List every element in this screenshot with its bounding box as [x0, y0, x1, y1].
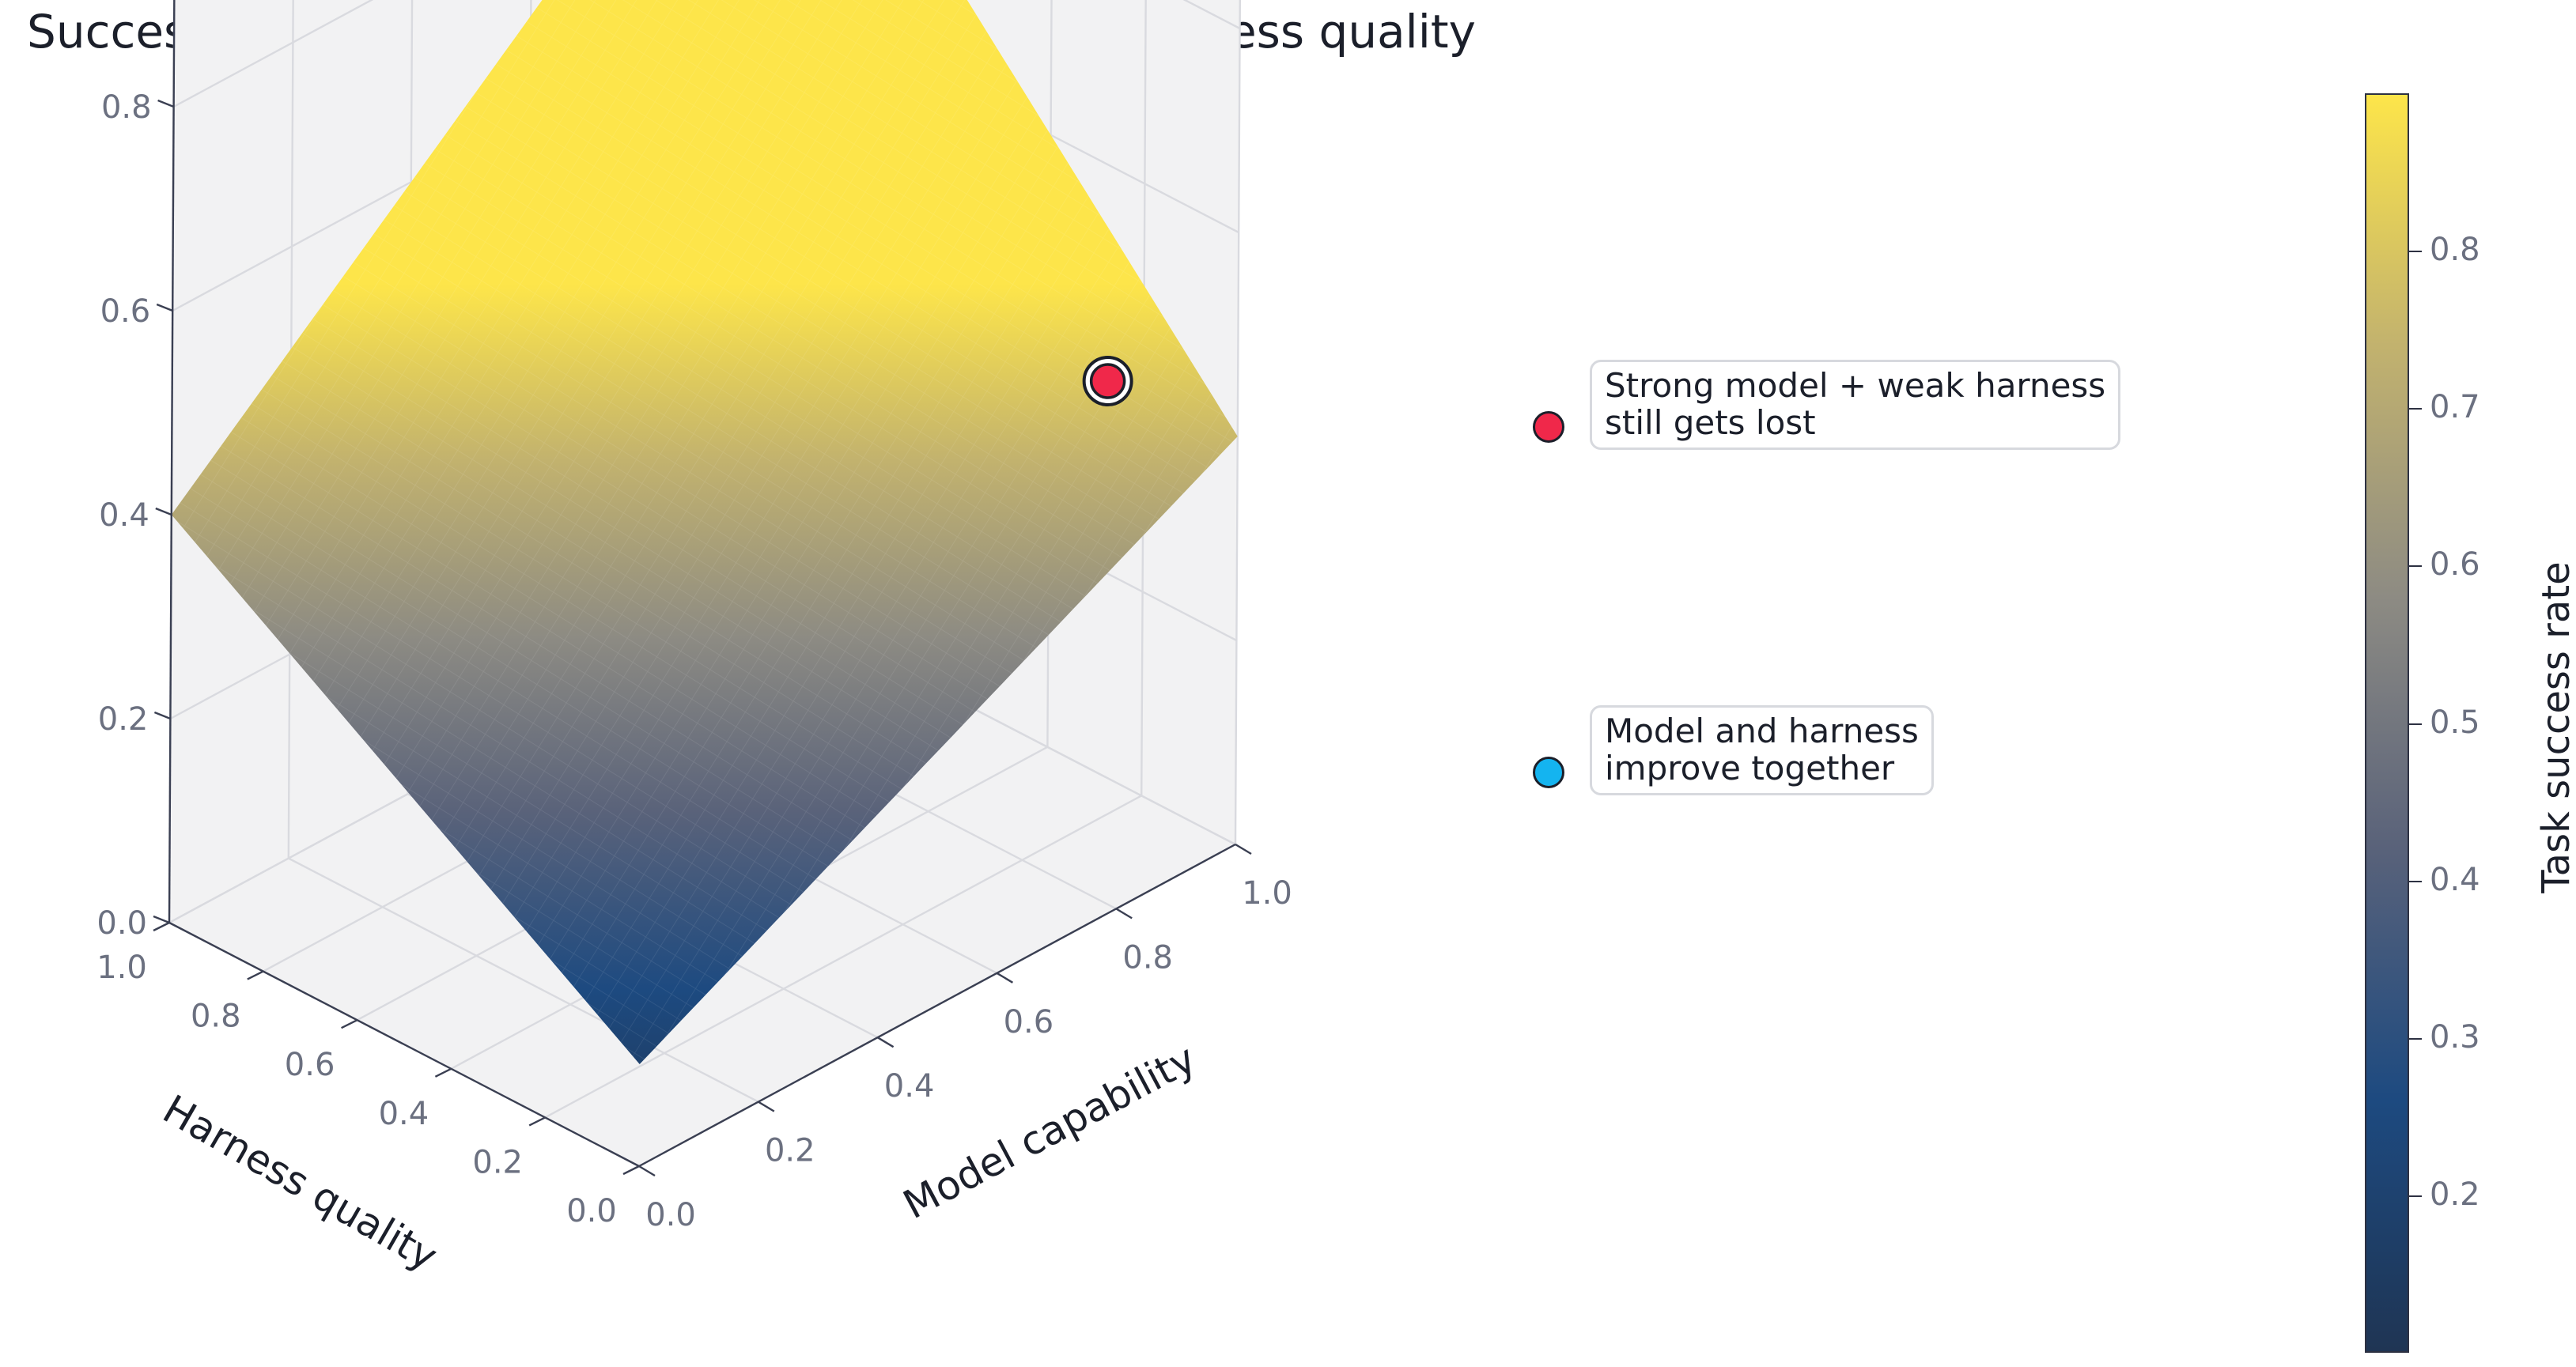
y-tick-label: 1.0 — [96, 950, 147, 986]
x-tick-label: 0.0 — [645, 1197, 696, 1233]
colorbar-tick-label: 0.5 — [2430, 704, 2480, 741]
grid-line-z — [172, 0, 1239, 312]
x-tick-label: 0.8 — [1122, 939, 1173, 976]
y-tick-mark — [528, 1116, 546, 1127]
legend-label: Strong model + weak harness still gets l… — [1590, 360, 2121, 450]
x-tick-mark — [638, 1165, 656, 1177]
z-tick-mark — [156, 303, 173, 312]
z-tick-label: 0.4 — [99, 497, 149, 534]
z-tick-label: 0.6 — [100, 293, 151, 330]
z-axis-line — [168, 0, 176, 923]
z-tick-mark — [153, 915, 170, 924]
y-tick-mark — [153, 921, 170, 932]
colorbar-tick-mark — [2409, 1195, 2422, 1197]
colorbar-tick-label: 0.6 — [2430, 546, 2480, 583]
z-tick-label: 0.0 — [96, 905, 147, 942]
x-tick-mark — [1235, 843, 1252, 855]
colorbar-tick-label: 0.7 — [2430, 389, 2480, 426]
y-tick-label: 0.0 — [566, 1193, 617, 1229]
x-axis-title: Model capability — [896, 1036, 1203, 1228]
x-axis-line — [638, 843, 1236, 1168]
x-tick-mark — [758, 1101, 775, 1112]
legend-marker — [1533, 757, 1564, 788]
z-tick-label: 0.2 — [98, 701, 149, 738]
x-tick-label: 0.6 — [1004, 1004, 1054, 1040]
y-tick-mark — [434, 1067, 452, 1078]
y-tick-label: 0.2 — [472, 1144, 523, 1180]
x-tick-mark — [996, 972, 1014, 984]
legend-label: Model and harness improve together — [1590, 705, 1934, 795]
colorbar-title: Task success rate — [2534, 561, 2576, 893]
surface-mesh — [171, 0, 1238, 1064]
x-tick-label: 0.4 — [884, 1068, 935, 1105]
z-tick-mark — [155, 507, 172, 516]
colorbar-tick-mark — [2409, 408, 2422, 410]
x-tick-label: 0.2 — [765, 1133, 815, 1169]
colorbar — [2365, 93, 2409, 1353]
data-marker — [1089, 363, 1126, 399]
z-tick-mark — [153, 711, 171, 720]
colorbar-tick-mark — [2409, 880, 2422, 882]
colorbar-tick-label: 0.3 — [2430, 1018, 2480, 1055]
y-tick-mark — [341, 1019, 358, 1029]
z-tick-label: 0.8 — [101, 89, 152, 126]
x-tick-label: 1.0 — [1242, 875, 1292, 912]
colorbar-tick-label: 0.8 — [2430, 232, 2480, 269]
y-tick-mark — [247, 970, 264, 980]
y-tick-label: 0.4 — [379, 1096, 429, 1132]
y-tick-mark — [622, 1165, 640, 1176]
colorbar-tick-mark — [2409, 565, 2422, 568]
x-tick-mark — [1115, 908, 1133, 920]
legend-marker — [1533, 411, 1564, 443]
x-tick-mark — [876, 1037, 895, 1048]
y-axis-line — [168, 921, 640, 1168]
colorbar-tick-mark — [2409, 1037, 2422, 1040]
y-tick-label: 0.8 — [191, 999, 241, 1035]
z-tick-mark — [157, 99, 175, 108]
y-tick-label: 0.6 — [285, 1047, 335, 1083]
colorbar-tick-mark — [2409, 251, 2422, 253]
colorbar-tick-label: 0.2 — [2430, 1176, 2480, 1213]
colorbar-tick-label: 0.4 — [2430, 861, 2480, 898]
colorbar-tick-mark — [2409, 723, 2422, 725]
